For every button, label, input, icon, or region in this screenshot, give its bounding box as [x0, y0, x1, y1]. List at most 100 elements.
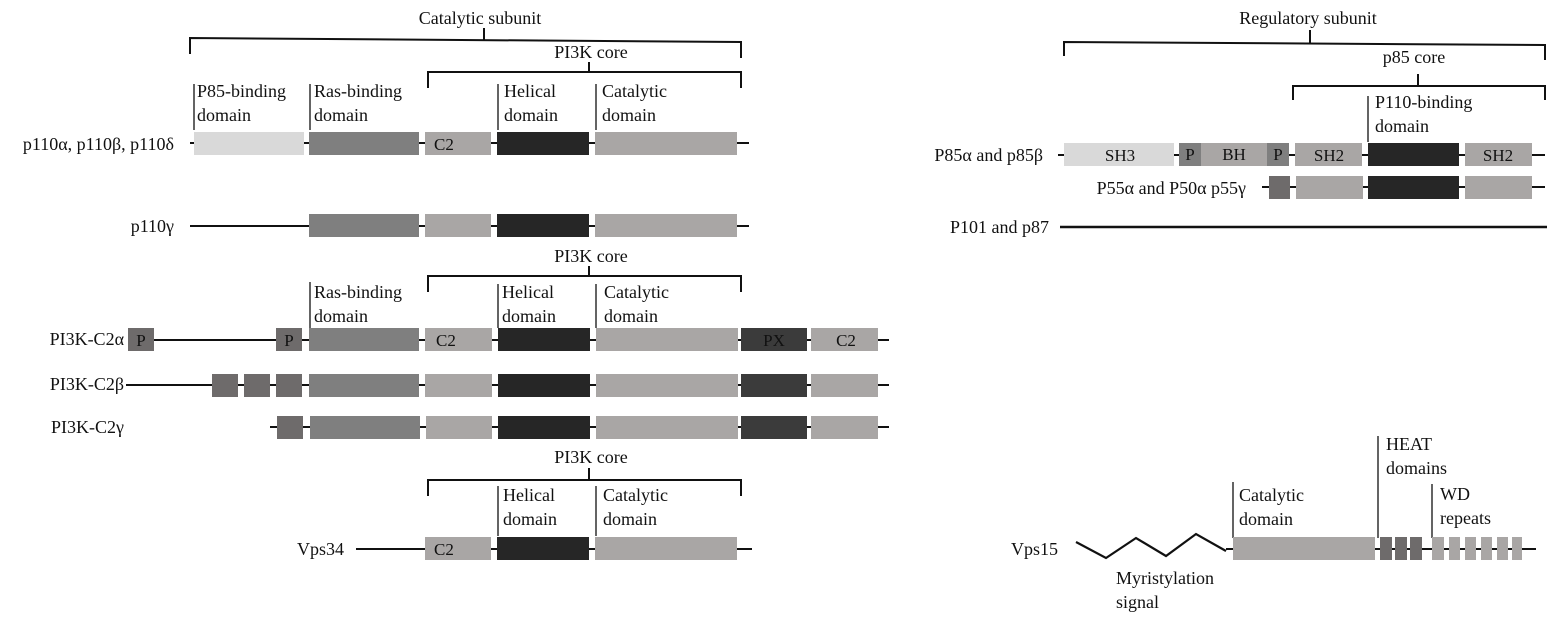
px-domain-box: [741, 328, 807, 351]
heat-repeat-box: [1380, 537, 1392, 560]
domain-label-ras-binding-2: Ras-binding domain: [309, 282, 402, 328]
svg-text:domain: domain: [503, 509, 557, 529]
svg-text:P85-binding: P85-binding: [197, 81, 286, 101]
c2-domain-box: [425, 132, 491, 155]
catalytic-domain-box: [596, 328, 738, 351]
svg-text:Catalytic: Catalytic: [604, 282, 669, 302]
wd-repeat-box: [1449, 537, 1460, 560]
domain-label-helical-3: Helical domain: [497, 485, 557, 536]
p85-binding-domain-box: [194, 132, 304, 155]
c2-box-label: C2: [836, 331, 856, 350]
helical-domain-box: [497, 537, 589, 560]
c2-domain-box: [811, 374, 878, 397]
p-motif-box: [1269, 176, 1290, 199]
bh-domain-box: [1201, 143, 1267, 166]
svg-text:domain: domain: [604, 306, 658, 326]
helical-domain-box: [497, 214, 589, 237]
wd-repeat-box: [1512, 537, 1522, 560]
p-motif-box: [128, 328, 154, 351]
protein-label-vps15: Vps15: [1011, 539, 1058, 559]
pi3k-core-bracket-3: [427, 468, 742, 496]
domain-label-heat: HEAT domains: [1377, 434, 1447, 538]
sh2-domain-box: [1296, 176, 1363, 199]
c2-domain-box: [425, 214, 491, 237]
p-box-label: P: [284, 331, 293, 350]
protein-label-c2g: PI3K-C2γ: [51, 417, 124, 437]
svg-text:domains: domains: [1386, 458, 1447, 478]
domain-label-ras-binding-1: Ras-binding domain: [309, 81, 402, 130]
track-p85: SH3 P BH P SH2 SH2: [1058, 143, 1545, 166]
pi3k-core-label-3: PI3K core: [554, 447, 627, 467]
pi3k-core-bracket-1: [427, 62, 742, 88]
p85-core-label: p85 core: [1383, 47, 1445, 67]
svg-text:domain: domain: [1375, 116, 1429, 136]
c2-domain-box: [425, 537, 491, 560]
protein-label-p85: P85α and p85β: [934, 145, 1043, 165]
catalytic-subunit-label: Catalytic subunit: [419, 8, 541, 28]
helical-domain-box: [497, 132, 589, 155]
wd-repeat-box: [1497, 537, 1508, 560]
domain-label-catalytic-1: Catalytic domain: [595, 81, 667, 130]
heat-repeat-box: [1395, 537, 1407, 560]
svg-text:Ras-binding: Ras-binding: [314, 282, 402, 302]
pi3k-core-label-2: PI3K core: [554, 246, 627, 266]
catalytic-domain-box: [595, 132, 737, 155]
svg-text:domain: domain: [603, 509, 657, 529]
p-motif-box: [244, 374, 270, 397]
px-domain-box: [741, 374, 807, 397]
svg-text:Helical: Helical: [503, 485, 555, 505]
c2-box-label: C2: [434, 135, 454, 154]
catalytic-domain-box: [595, 214, 737, 237]
wd-repeat-box: [1432, 537, 1444, 560]
pi3k-core-bracket-2: [427, 266, 742, 292]
track-c2b: [126, 374, 889, 397]
c2-domain-box: [425, 374, 492, 397]
p85-core-bracket: [1292, 74, 1546, 100]
helical-domain-box: [498, 328, 590, 351]
protein-label-p101: P101 and p87: [950, 217, 1049, 237]
p-motif-box: [212, 374, 238, 397]
c2-domain-box: [811, 328, 878, 351]
catalytic-subunit-bracket: [189, 28, 742, 58]
ras-binding-domain-box: [309, 374, 419, 397]
svg-text:Myristylation: Myristylation: [1116, 568, 1214, 588]
ras-binding-domain-box: [309, 328, 419, 351]
protein-label-vps34: Vps34: [297, 539, 344, 559]
domain-label-p110-binding: P110-binding domain: [1367, 92, 1472, 142]
sh2-domain-box: [1465, 143, 1532, 166]
c2-domain-box: [425, 328, 492, 351]
svg-text:domain: domain: [1239, 509, 1293, 529]
svg-text:Helical: Helical: [504, 81, 556, 101]
svg-text:Catalytic: Catalytic: [603, 485, 668, 505]
heat-repeat-box: [1410, 537, 1422, 560]
px-box-label: PX: [763, 331, 785, 350]
pi3k-core-label-1: PI3K core: [554, 42, 627, 62]
svg-text:signal: signal: [1116, 592, 1159, 612]
sh2-domain-box: [1295, 143, 1362, 166]
regulatory-subunit-label: Regulatory subunit: [1239, 8, 1377, 28]
svg-text:domain: domain: [197, 105, 251, 125]
track-vps15: [1075, 532, 1536, 560]
sh2-box-label: SH2: [1314, 146, 1344, 165]
track-p110-abd: C2: [190, 132, 749, 155]
svg-text:Ras-binding: Ras-binding: [314, 81, 402, 101]
catalytic-domain-box: [595, 537, 737, 560]
domain-label-wd: WD repeats: [1431, 484, 1491, 538]
svg-text:Catalytic: Catalytic: [602, 81, 667, 101]
protein-label-p110g: p110γ: [131, 216, 174, 236]
p-motif-box: [1179, 143, 1201, 166]
svg-text:domain: domain: [314, 306, 368, 326]
domain-label-helical-2: Helical domain: [497, 282, 556, 328]
svg-text:WD: WD: [1440, 484, 1470, 504]
track-vps34: C2: [356, 537, 752, 560]
track-c2a: P P C2 PX C2: [128, 328, 889, 351]
p-motif-box: [1267, 143, 1289, 166]
p-box-label: P: [136, 331, 145, 350]
catalytic-domain-box: [596, 374, 738, 397]
sh2-domain-box: [1465, 176, 1532, 199]
domain-label-helical-1: Helical domain: [497, 81, 558, 130]
helical-domain-box: [498, 374, 590, 397]
p110-binding-domain-box: [1368, 176, 1459, 199]
sh2-box-label: SH2: [1483, 146, 1513, 165]
